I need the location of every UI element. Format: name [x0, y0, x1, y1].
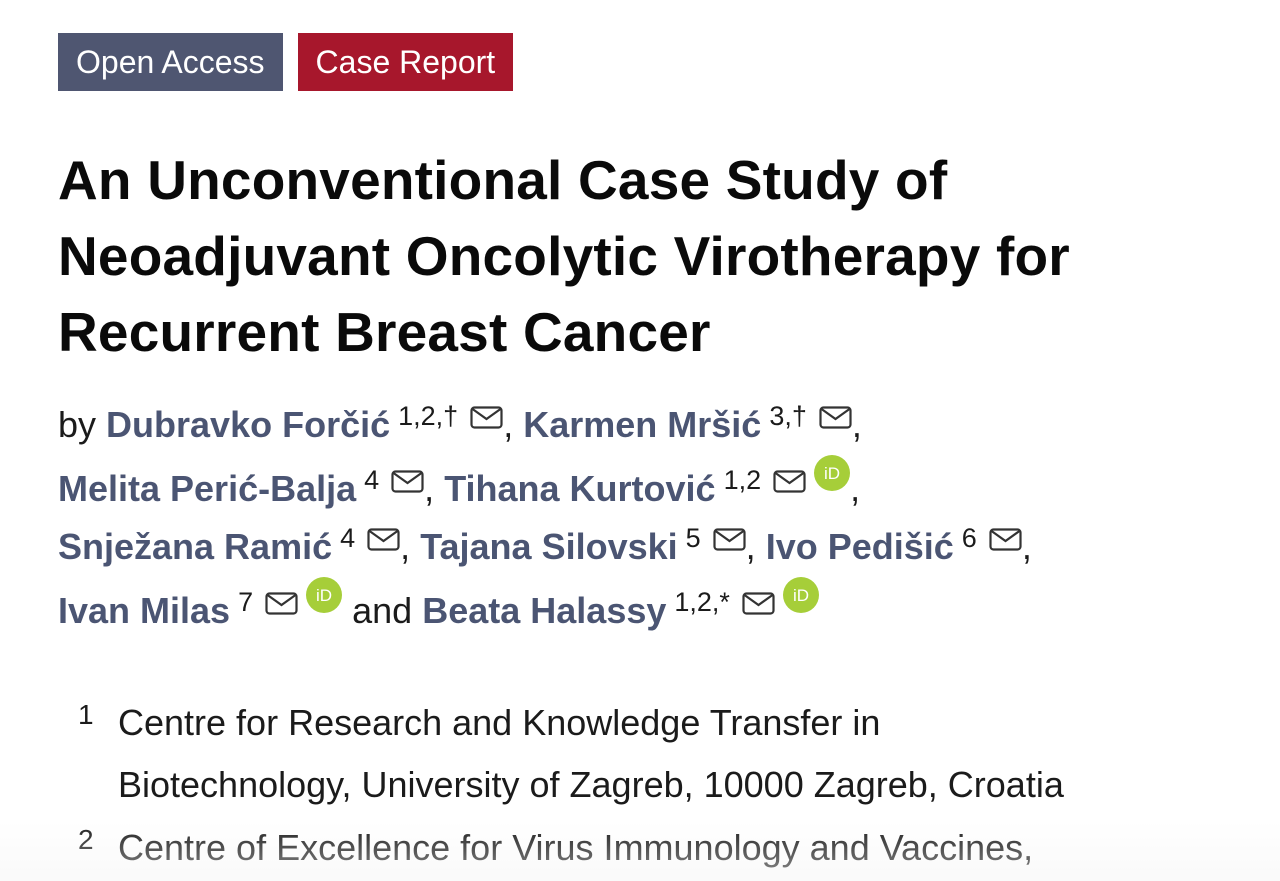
- affiliation-number: 1: [78, 699, 94, 730]
- orcid-icon[interactable]: iD: [306, 577, 343, 613]
- author-link[interactable]: Tajana Silovski: [420, 526, 678, 567]
- affiliation-item: 1 Centre for Research and Knowledge Tran…: [78, 692, 1258, 816]
- author-line: by Dubravko Forčić 1,2,†, Karmen Mršić 3,†…: [58, 401, 862, 445]
- orcid-label: iD: [824, 464, 840, 483]
- envelope-icon[interactable]: [773, 470, 806, 493]
- orcid-label: iD: [793, 586, 809, 605]
- author-line: Melita Perić-Balja 4, Tihana Kurtović 1,2 i…: [58, 455, 1258, 516]
- author-affiliation: 5: [685, 523, 701, 553]
- envelope-icon[interactable]: [713, 528, 746, 551]
- affiliation-item: 2 Centre of Excellence for Virus Immunol…: [78, 817, 1258, 879]
- author-affiliation: 4: [340, 523, 356, 553]
- by-label: by: [58, 404, 97, 445]
- envelope-icon[interactable]: [742, 592, 775, 615]
- case-report-badge[interactable]: Case Report: [297, 33, 514, 91]
- author-line: Ivan Milas 7 iD and Beata Halassy 1,2,* iD: [58, 577, 1258, 638]
- author-link[interactable]: Snježana Ramić: [58, 526, 333, 567]
- envelope-icon[interactable]: [367, 528, 400, 551]
- envelope-icon[interactable]: [391, 470, 424, 493]
- author-affiliation: 3,†: [769, 401, 807, 431]
- author-affiliation: 6: [961, 523, 977, 553]
- affiliation-number: 2: [78, 824, 94, 855]
- author-affiliation: 1,2,†: [398, 401, 459, 431]
- author-link[interactable]: Ivo Pedišić: [765, 526, 954, 567]
- envelope-icon[interactable]: [819, 406, 852, 429]
- orcid-label: iD: [316, 586, 332, 605]
- author-affiliation: 7: [238, 587, 254, 617]
- author-link[interactable]: Dubravko Forčić: [106, 404, 391, 445]
- author-link[interactable]: Beata Halassy: [422, 590, 667, 631]
- author-line: Snježana Ramić 4, Tajana Silovski 5, Ivo P…: [58, 523, 1032, 567]
- article-title: An Unconventional Case Study of Neoadjuv…: [58, 149, 1070, 363]
- affiliation-text: Centre of Excellence for Virus Immunolog…: [118, 827, 1034, 868]
- article-badges: Open Access Case Report: [58, 33, 514, 91]
- orcid-icon[interactable]: iD: [814, 455, 851, 491]
- author-link[interactable]: Tihana Kurtović: [444, 468, 716, 509]
- envelope-icon[interactable]: [989, 528, 1022, 551]
- author-link[interactable]: Karmen Mršić: [523, 404, 762, 445]
- author-affiliation: 1,2,*: [674, 587, 730, 617]
- orcid-icon[interactable]: iD: [782, 577, 819, 613]
- affiliation-text: Biotechnology, University of Zagreb, 100…: [118, 764, 1064, 805]
- author-affiliation: 1,2: [723, 465, 762, 495]
- open-access-badge[interactable]: Open Access: [58, 33, 283, 91]
- author-link[interactable]: Melita Perić-Balja: [58, 468, 357, 509]
- envelope-icon[interactable]: [265, 592, 298, 615]
- and-label: and: [352, 590, 413, 631]
- author-affiliation: 4: [364, 465, 380, 495]
- affiliation-list: 1 Centre for Research and Knowledge Tran…: [78, 692, 1258, 879]
- author-list: by Dubravko Forčić 1,2,†, Karmen Mršić 3,†…: [58, 394, 1258, 638]
- envelope-icon[interactable]: [470, 406, 503, 429]
- affiliation-text: Centre for Research and Knowledge Transf…: [118, 702, 881, 743]
- author-link[interactable]: Ivan Milas: [58, 590, 231, 631]
